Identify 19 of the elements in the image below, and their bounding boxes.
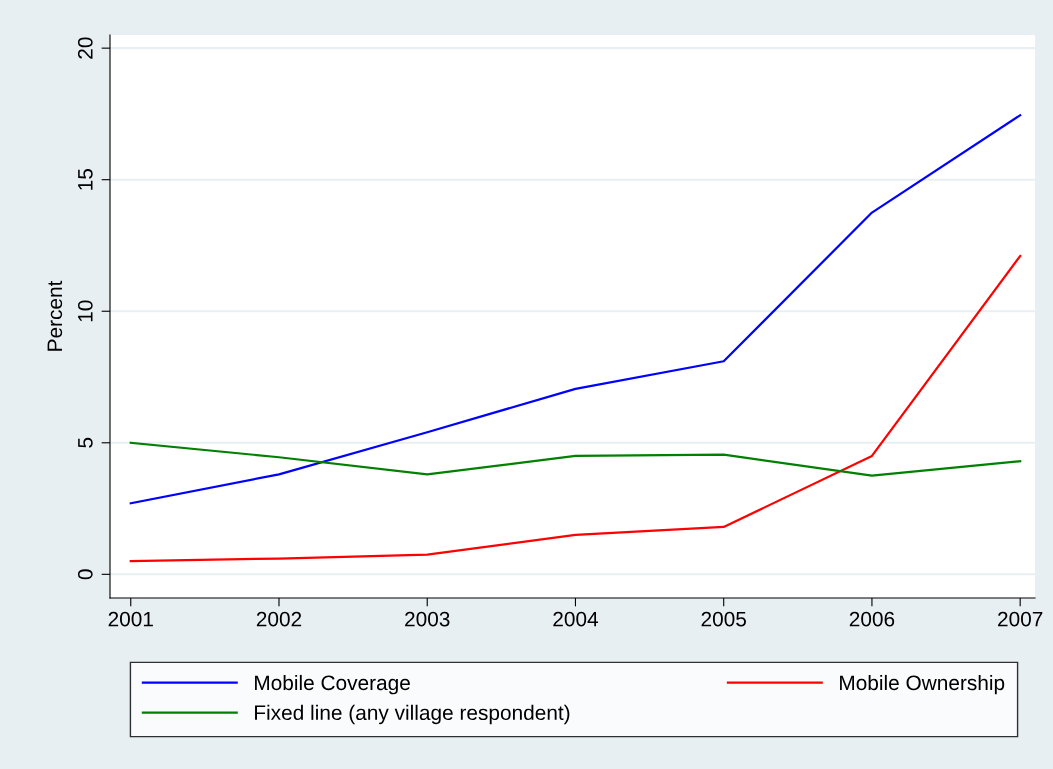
y-tick-label: 10 bbox=[77, 300, 93, 322]
line-series bbox=[129, 114, 1022, 505]
legend-label: Mobile Coverage bbox=[255, 674, 410, 695]
y-tick-label: 0 bbox=[77, 569, 93, 580]
y-tick-label: 15 bbox=[78, 168, 93, 190]
y-axis-title: Percent bbox=[47, 280, 63, 351]
legend-label: Fixed line (any village respondent) bbox=[255, 704, 570, 725]
line-series bbox=[129, 441, 1022, 477]
y-tick-label: 5 bbox=[78, 437, 93, 448]
x-tick-label: 2002 bbox=[256, 611, 302, 627]
y-tick-label: 20 bbox=[77, 37, 93, 59]
x-tick-label: 2006 bbox=[849, 611, 895, 627]
x-tick-label: 2001 bbox=[108, 611, 153, 627]
line-series bbox=[129, 254, 1022, 563]
legend-label: Mobile Ownership bbox=[840, 674, 1005, 695]
x-tick-label: 2007 bbox=[998, 611, 1043, 627]
x-tick-label: 2004 bbox=[553, 611, 599, 627]
x-tick-label: 2005 bbox=[701, 611, 746, 627]
x-tick-label: 2003 bbox=[405, 611, 450, 627]
